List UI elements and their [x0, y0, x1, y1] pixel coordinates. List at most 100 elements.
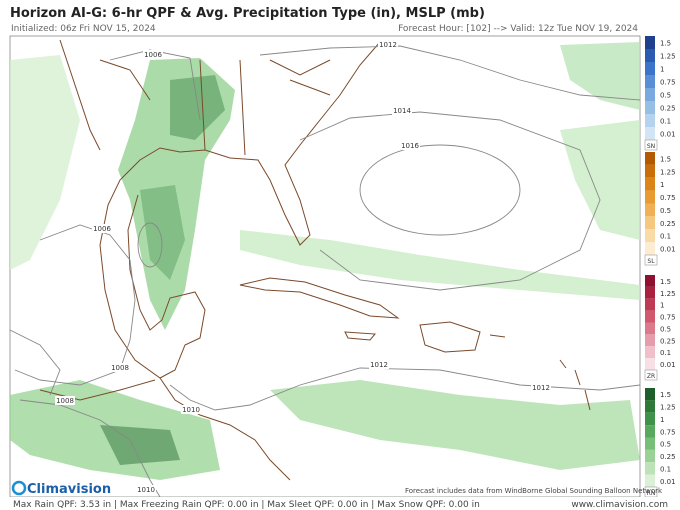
isobar-label: 1014 [393, 107, 411, 115]
legend-tick-label: 1 [660, 302, 664, 310]
isobar-label: 1008 [111, 364, 129, 372]
legend-swatch [645, 346, 655, 359]
legend-swatch [645, 425, 655, 438]
legend-tick-label: 0.25 [660, 453, 676, 461]
title: Horizon AI-G: 6-hr QPF & Avg. Precipitat… [10, 6, 485, 21]
isobar-label: 1006 [144, 51, 162, 59]
coastlines [39, 39, 591, 481]
legend-tick-label: 1.5 [660, 278, 671, 286]
logo-text: Climavision [27, 482, 111, 497]
isobar-label-bg [143, 50, 163, 59]
legend-tick-label: 1 [660, 66, 664, 74]
isobar-label: 1012 [532, 384, 550, 392]
isobar-label-bg [136, 485, 156, 494]
legend-tick-label: 0.75 [660, 428, 676, 436]
isobar-label-bg [378, 40, 398, 49]
legend-tick-label: 0.5 [660, 441, 671, 449]
legend-tick-label: 1.5 [660, 391, 671, 399]
legend-tick-label: 0.75 [660, 79, 676, 87]
isobar-label-bg [392, 106, 412, 115]
legend-tick-label: 1 [660, 181, 664, 189]
isobar-label-bg [369, 360, 389, 369]
stats: Max Rain QPF: 3.53 in | Max Freezing Rai… [13, 500, 480, 510]
legend-tick-label: 0.1 [660, 233, 671, 241]
legend-swatch [645, 400, 655, 413]
legend-swatch [645, 310, 655, 323]
legend-swatch [645, 322, 655, 335]
legend-swatch [645, 127, 655, 140]
legend-swatch [645, 334, 655, 347]
legend-tick-label: 0.01 [660, 131, 676, 139]
legend-swatch [645, 49, 655, 62]
forecast-time: Forecast Hour: [102] --> Valid: 12z Tue … [398, 24, 638, 34]
legend-swatch [645, 275, 655, 287]
legend-swatch [645, 216, 655, 230]
legend-tick-label: 0.25 [660, 105, 676, 113]
legend: 1.5 1.25 1 0.75 0.5 0.25 0.1 0.01 SN 1.5 1.25 1 0.75… [644, 36, 676, 497]
legend-swatch [645, 36, 655, 49]
isobar-label: 1010 [182, 406, 200, 414]
legend-tick-label: 0.1 [660, 465, 671, 473]
legend-tick-label: 0.75 [660, 194, 676, 202]
legend-tick-label: 0.1 [660, 349, 671, 357]
legend-swatch [645, 388, 655, 401]
url: www.climavision.com [571, 500, 668, 510]
legend-swatch [645, 152, 655, 165]
legend-tick-label: 1.25 [660, 53, 676, 61]
isobar-label-bg [181, 405, 201, 414]
legend-tick-label: 1.25 [660, 404, 676, 412]
legend-code-box [644, 139, 658, 151]
isobar-label: 1012 [370, 361, 388, 369]
legend-swatch [645, 88, 655, 101]
legend-tick-label: 0.75 [660, 314, 676, 322]
legend-tick-label: 0.5 [660, 207, 671, 215]
legend-swatch [645, 101, 655, 114]
legend-swatch [645, 358, 655, 370]
legend-tick-label: 1.5 [660, 155, 671, 163]
legend-swatch [645, 114, 655, 127]
isobar-label: 1016 [401, 142, 419, 150]
legend-tick-label: 0.25 [660, 220, 676, 228]
footer: Max Rain QPF: 3.53 in | Max Freezing Rai… [0, 497, 680, 510]
legend-swatch [645, 164, 655, 178]
isobar-label: 1012 [379, 41, 397, 49]
legend-swatch [645, 229, 655, 243]
legend-swatch [645, 437, 655, 450]
isobar-label-bg [531, 383, 551, 392]
isobar-label-bg [55, 396, 75, 405]
legend-swatch [645, 242, 655, 255]
logo: Climavision [11, 480, 111, 497]
isobar-label-bg [92, 224, 112, 233]
legend-tick-label: 0.1 [660, 118, 671, 126]
isobar-label-bg [110, 363, 130, 372]
legend-tick-label: 0.01 [660, 361, 676, 369]
legend-tick-label: 0.5 [660, 325, 671, 333]
legend-code: SL [647, 258, 655, 265]
map: 1012 1006 1014 1016 1006 1008 1008 1010 1012 1012… [9, 35, 676, 497]
legend-swatch [645, 203, 655, 217]
isobar-label: 1006 [93, 225, 111, 233]
legend-code-box [644, 254, 658, 266]
legend-tick-label: 1.25 [660, 168, 676, 176]
legend-tick-label: 0.01 [660, 478, 676, 486]
legend-swatch [645, 474, 655, 487]
legend-code-box [644, 369, 658, 381]
source-note: Forecast includes data from WindBorne Gl… [405, 487, 663, 495]
legend-code: ZR [647, 373, 655, 380]
legend-swatch [645, 190, 655, 204]
legend-swatch [645, 298, 655, 311]
legend-swatch [645, 462, 655, 475]
isobars: 1012 1006 1014 1016 1006 1008 1008 1010 1012 1012… [9, 40, 641, 497]
legend-code: RN [647, 490, 656, 497]
legend-swatch [645, 412, 655, 426]
init-time: Initialized: 06z Fri NOV 15, 2024 [11, 24, 156, 34]
legend-tick-label: 0.25 [660, 337, 676, 345]
legend-swatch [645, 286, 655, 299]
isobar-label: 1008 [56, 397, 74, 405]
legend-tick-label: 1.5 [660, 40, 671, 48]
isobar-label-bg [400, 141, 420, 150]
legend-swatch [645, 449, 655, 463]
legend-swatch [645, 177, 655, 191]
legend-tick-label: 1.25 [660, 290, 676, 298]
